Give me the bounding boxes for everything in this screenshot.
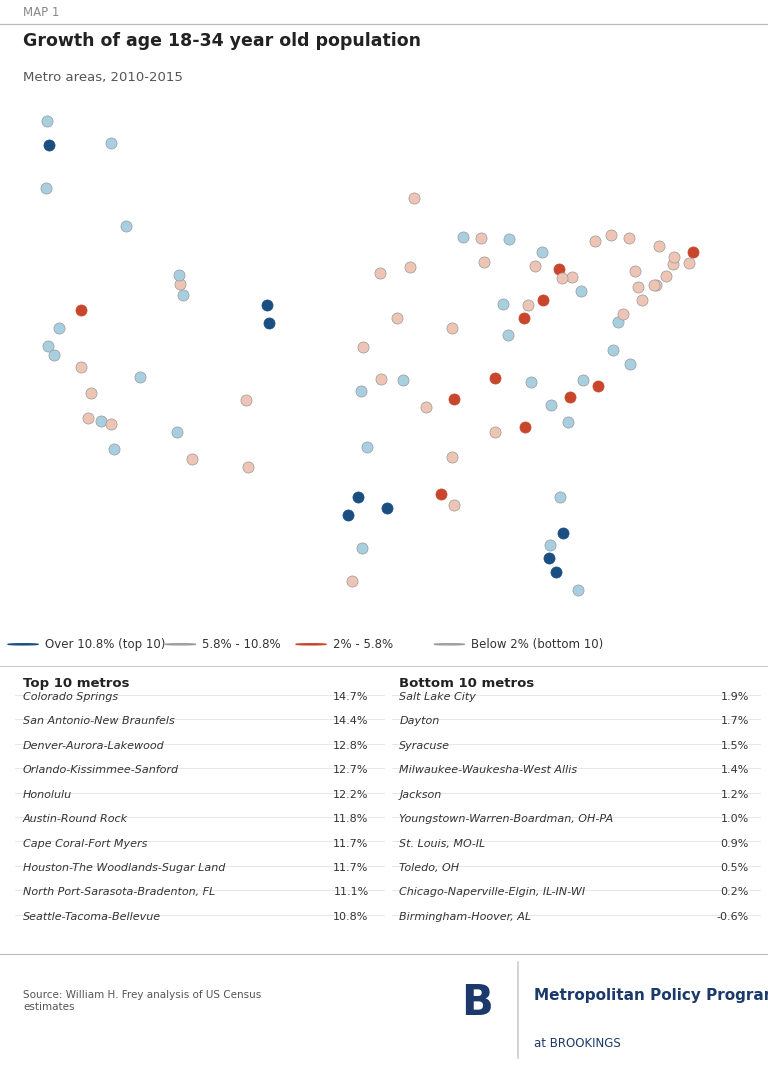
Text: Source: William H. Frey analysis of US Census
estimates: Source: William H. Frey analysis of US C… (23, 990, 261, 1011)
Text: San Antonio-New Braunfels: San Antonio-New Braunfels (23, 716, 175, 727)
Text: 5.8% - 10.8%: 5.8% - 10.8% (202, 638, 280, 651)
Text: Salt Lake City: Salt Lake City (399, 692, 476, 702)
Text: Birmingham-Hoover, AL: Birmingham-Hoover, AL (399, 912, 531, 922)
Text: Bottom 10 metros: Bottom 10 metros (399, 677, 535, 690)
Circle shape (8, 643, 38, 645)
Text: Orlando-Kissimmee-Sanford: Orlando-Kissimmee-Sanford (23, 765, 179, 775)
Text: Jackson: Jackson (399, 790, 442, 799)
Text: Growth of age 18-34 year old population: Growth of age 18-34 year old population (23, 32, 421, 50)
Text: Chicago-Naperville-Elgin, IL-IN-WI: Chicago-Naperville-Elgin, IL-IN-WI (399, 887, 585, 898)
Text: Colorado Springs: Colorado Springs (23, 692, 118, 702)
Text: Austin-Round Rock: Austin-Round Rock (23, 814, 128, 824)
Text: Over 10.8% (top 10): Over 10.8% (top 10) (45, 638, 165, 651)
Text: Youngstown-Warren-Boardman, OH-PA: Youngstown-Warren-Boardman, OH-PA (399, 814, 614, 824)
Text: 12.7%: 12.7% (333, 765, 369, 775)
Text: 11.8%: 11.8% (333, 814, 369, 824)
Text: 2% - 5.8%: 2% - 5.8% (333, 638, 392, 651)
Text: Denver-Aurora-Lakewood: Denver-Aurora-Lakewood (23, 740, 165, 751)
Circle shape (165, 643, 196, 645)
Text: 10.8%: 10.8% (333, 912, 369, 922)
Text: 1.9%: 1.9% (720, 692, 749, 702)
Text: Toledo, OH: Toledo, OH (399, 862, 459, 873)
Circle shape (296, 643, 326, 645)
Text: 12.8%: 12.8% (333, 740, 369, 751)
Text: 14.7%: 14.7% (333, 692, 369, 702)
Text: St. Louis, MO-IL: St. Louis, MO-IL (399, 839, 485, 849)
Text: B: B (461, 982, 492, 1024)
Text: Houston-The Woodlands-Sugar Land: Houston-The Woodlands-Sugar Land (23, 862, 226, 873)
Text: 12.2%: 12.2% (333, 790, 369, 799)
Text: 1.5%: 1.5% (720, 740, 749, 751)
Text: 14.4%: 14.4% (333, 716, 369, 727)
Text: Dayton: Dayton (399, 716, 439, 727)
Text: 11.7%: 11.7% (333, 862, 369, 873)
Circle shape (434, 643, 465, 645)
Text: 1.7%: 1.7% (720, 716, 749, 727)
Text: Seattle-Tacoma-Bellevue: Seattle-Tacoma-Bellevue (23, 912, 161, 922)
Text: 11.7%: 11.7% (333, 839, 369, 849)
Text: 11.1%: 11.1% (333, 887, 369, 898)
Text: 1.0%: 1.0% (720, 814, 749, 824)
Text: at BROOKINGS: at BROOKINGS (534, 1037, 621, 1050)
Text: Top 10 metros: Top 10 metros (23, 677, 130, 690)
Text: 0.9%: 0.9% (720, 839, 749, 849)
Text: Metropolitan Policy Program: Metropolitan Policy Program (534, 988, 768, 1003)
Text: 1.2%: 1.2% (720, 790, 749, 799)
Text: Honolulu: Honolulu (23, 790, 72, 799)
Text: -0.6%: -0.6% (717, 912, 749, 922)
Text: 1.4%: 1.4% (720, 765, 749, 775)
Text: 0.2%: 0.2% (720, 887, 749, 898)
Text: Metro areas, 2010-2015: Metro areas, 2010-2015 (23, 71, 183, 83)
Text: Cape Coral-Fort Myers: Cape Coral-Fort Myers (23, 839, 147, 849)
Text: Below 2% (bottom 10): Below 2% (bottom 10) (471, 638, 603, 651)
Text: 0.5%: 0.5% (720, 862, 749, 873)
Text: Milwaukee-Waukesha-West Allis: Milwaukee-Waukesha-West Allis (399, 765, 578, 775)
Text: North Port-Sarasota-Bradenton, FL: North Port-Sarasota-Bradenton, FL (23, 887, 215, 898)
Text: Syracuse: Syracuse (399, 740, 450, 751)
Text: MAP 1: MAP 1 (23, 6, 59, 19)
